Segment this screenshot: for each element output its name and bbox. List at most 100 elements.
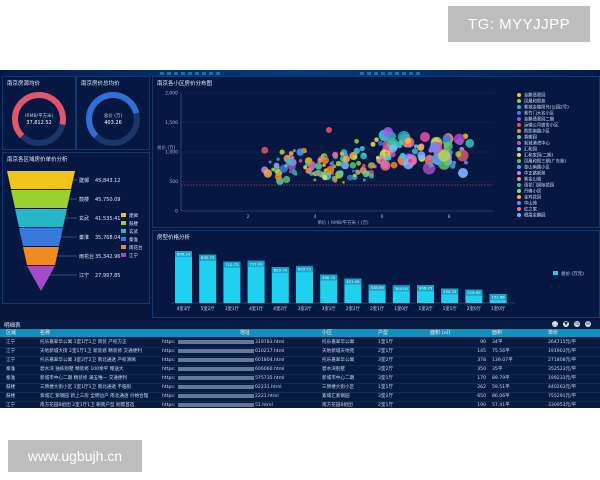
scatter-point — [455, 151, 462, 158]
table-cell: 139.07平 — [492, 358, 513, 363]
table-row[interactable]: 江宁 托乐嘉翠华公寓 3室2厅2卫 南北通透 产权清晰 https: 601804.h… — [0, 356, 600, 366]
bar-value-tag — [175, 251, 192, 258]
table-row[interactable]: 鼓楼 三牌楼大街小区 1室1厅1卫 南北通透 不临街 https: 02231.htm… — [0, 383, 600, 393]
column-header[interactable]: 区域 — [6, 330, 17, 336]
table-cell: 三牌楼大街小区 — [322, 385, 355, 390]
scatter-chart: 2,000 1,500 1,000 500 0 2 4 6 8 单价 ( RMB/平方米 ) (万… — [157, 91, 569, 227]
scatter-point — [408, 158, 413, 163]
table-cell: 天地新城大街 2室1厅1卫 新装修 精装修 交通便利 — [40, 349, 142, 354]
table-control-icon[interactable]: ⊖ — [585, 321, 591, 327]
funnel-legend-label: 鼓楼 — [129, 220, 138, 227]
scatter-point — [324, 155, 328, 158]
scatter-point — [437, 149, 451, 162]
table-cell: 352523元/平 — [548, 367, 577, 372]
table-cell: 天地新城天地苑 — [322, 349, 355, 354]
scatter-legend-label: 汇和家园(二期) — [524, 152, 553, 159]
table-control-icon[interactable]: ⇆ — [574, 321, 580, 327]
funnel-label: 玄武 — [79, 215, 89, 222]
scatter-legend-label: 紫金山城 — [524, 176, 542, 183]
scatter-point — [450, 163, 456, 169]
scatter-point — [261, 146, 269, 154]
bar — [296, 266, 313, 303]
funnel-legend-swatch — [121, 237, 126, 241]
table-cell: 59.51平 — [492, 385, 510, 390]
redacted-url-blur — [178, 376, 254, 380]
scatter-point — [390, 151, 396, 158]
redacted-url-blur — [178, 403, 254, 407]
scatter-point — [329, 161, 334, 166]
scatter-point — [352, 169, 355, 173]
table-cell: 190 — [477, 403, 486, 408]
scatter-point — [378, 140, 383, 146]
column-header[interactable]: 单价 — [548, 330, 559, 336]
bar-category-label: 5室2厅 — [201, 305, 216, 312]
bar-value-tag — [199, 254, 217, 261]
scatter-point — [274, 173, 282, 181]
scatter-point — [276, 157, 280, 161]
scatter-point — [417, 144, 425, 151]
table-cell: 江宁 — [6, 403, 16, 408]
column-header[interactable]: 名称 — [40, 330, 51, 336]
table-cell: 170 — [477, 376, 486, 381]
scatter-point — [370, 141, 376, 147]
table-control-icon[interactable]: ⛶ — [552, 321, 558, 327]
table-cell: 托乐嘉翠华公寓 — [322, 340, 355, 345]
scatter-legend-label: 凤凰和熙苑 — [524, 98, 546, 105]
bar — [247, 260, 265, 303]
table-cell: 199233元/平 — [548, 376, 577, 381]
bar — [199, 254, 217, 303]
column-header[interactable]: 小区 — [322, 330, 333, 336]
gauge-panel-right: 南京房价总均价 总价 (万) 403.26 — [76, 76, 150, 150]
table-cell: 575735.html — [255, 376, 285, 381]
table-control-icon[interactable]: ▼ — [563, 321, 569, 327]
bar-value-label: 316.59 — [370, 285, 384, 290]
table-cell: https: — [162, 358, 176, 363]
table-cell: https: — [162, 340, 176, 345]
column-header[interactable]: 面积 (㎡) — [430, 330, 451, 336]
scatter-legend-dot — [517, 207, 521, 211]
table-cell: 紫城汇 紫钢园 新上三房 全明边户 南北通透 价格合理 — [40, 394, 149, 399]
column-header[interactable]: 户型 — [378, 330, 389, 336]
table-cell: 264715元/平 — [548, 340, 577, 345]
scatter-point — [388, 144, 398, 153]
bar-value-tag — [223, 261, 241, 268]
table-cell: 57.41平 — [492, 403, 510, 408]
table-row[interactable]: 秦淮 碧水湾 独栋别墅 精装修 100余平 赠送大 https: 606060.htm… — [0, 365, 600, 375]
scatter-point — [277, 165, 280, 169]
scatter-y-tick: 2,000 — [165, 91, 178, 97]
bar-chart: 896.24 4室3厅 832.73 5室2厅 712.73 3室3厅 727.43 4室1厅… — [171, 251, 584, 312]
bar-value-tag — [441, 288, 459, 295]
scatter-point — [288, 151, 294, 156]
scatter-point — [305, 167, 312, 174]
scatter-point — [322, 175, 328, 181]
funnel-label: 鼓楼 — [79, 196, 89, 203]
scatter-point — [292, 149, 296, 153]
scatter-point — [349, 162, 357, 169]
scatter-legend-dot — [517, 123, 521, 127]
scatter-point — [342, 155, 350, 163]
scatter-point — [285, 158, 292, 165]
table-row[interactable]: 秦淮 新城市中心二期 精装修 满五唯一 交通便利 https: 575735.html… — [0, 374, 600, 384]
bar-category-label: 1室0厅 — [491, 305, 506, 312]
column-header[interactable]: 面积 — [492, 330, 503, 336]
funnel-label: 雨花台 — [79, 253, 94, 260]
table-cell: 2221.html — [255, 394, 279, 399]
table-row[interactable]: 鼓楼 紫城汇 紫钢园 新上三房 全明边户 南北通透 价格合理 https: 2221.… — [0, 392, 600, 402]
scatter-point — [339, 151, 345, 156]
table-cell: https: — [162, 385, 176, 390]
table-row[interactable]: 江宁 托乐嘉翠华公寓 1室1厅1卫 简装 产权方正 https: 319783.htm… — [0, 338, 600, 348]
scatter-legend-dot — [517, 105, 521, 109]
table-cell: https: — [162, 367, 176, 372]
table-row[interactable]: 江宁 天地新城大街 2室1厅1卫 新装修 精装修 交通便利 https: 610217… — [0, 347, 600, 357]
scatter-point — [317, 157, 323, 164]
bar-category-label: 1室2厅 — [418, 305, 433, 312]
table-cell: 191903元/平 — [548, 349, 577, 354]
scatter-point — [362, 178, 366, 182]
scatter-point — [263, 169, 272, 178]
table-cell: 江宁 — [6, 340, 16, 345]
column-header[interactable]: 地址 — [240, 330, 251, 336]
scatter-point — [321, 156, 329, 164]
scatter-point — [315, 170, 321, 176]
table-row[interactable]: 江宁 南方花园B组团 2室1厅1卫 朝南户型 刚需首选 https: 51.html 南… — [0, 401, 600, 408]
scatter-point — [315, 162, 323, 170]
